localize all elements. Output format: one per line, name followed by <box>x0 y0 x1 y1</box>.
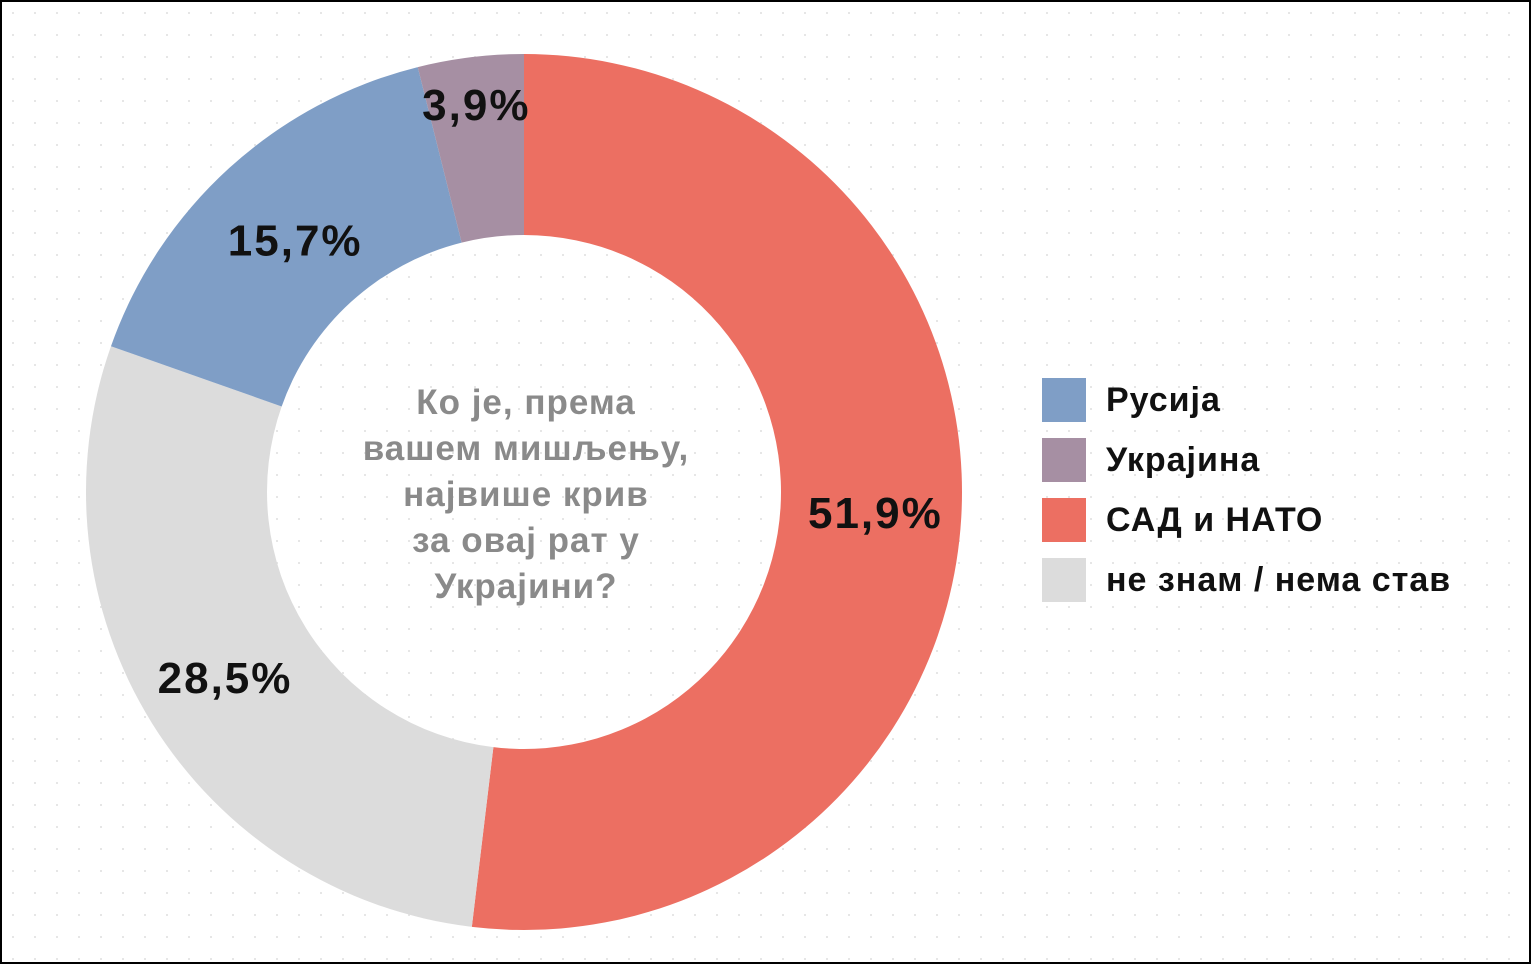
legend-label: Украјина <box>1106 440 1261 479</box>
slice-ukraine <box>417 54 524 243</box>
data-label-russia: 15,7% <box>228 217 363 266</box>
legend-swatch <box>1042 438 1086 482</box>
slice-russia <box>110 67 462 407</box>
legend-item-usa-nato: САД и НАТО <box>1042 498 1451 542</box>
legend-swatch <box>1042 558 1086 602</box>
slice-usa-nato <box>471 54 963 931</box>
legend-swatch <box>1042 498 1086 542</box>
legend-item-russia: Русија <box>1042 378 1451 422</box>
chart-title: Ко је, према вашем мишљењу, највише крив… <box>320 380 732 610</box>
legend-label: не знам / нема став <box>1106 560 1452 599</box>
legend-label: САД и НАТО <box>1106 500 1324 539</box>
legend-item-ukraine: Украјина <box>1042 438 1451 482</box>
data-label-ukraine: 3,9% <box>422 81 530 130</box>
chart-title-line: вашем мишљењу, <box>362 429 690 468</box>
data-label-usa-nato: 51,9% <box>808 489 943 538</box>
legend-item-dont-know: не знам / нема став <box>1042 558 1451 602</box>
chart-title-line: највише крив <box>403 475 649 514</box>
legend: Русија Украјина САД и НАТО не знам / нем… <box>1042 378 1451 618</box>
data-label-dont-know: 28,5% <box>158 654 293 703</box>
chart-title-line: Ко је, према <box>416 383 636 422</box>
legend-swatch <box>1042 378 1086 422</box>
slice-dont-know <box>86 346 494 927</box>
legend-label: Русија <box>1106 380 1221 419</box>
chart-title-line: Украјини? <box>434 567 618 606</box>
chart-title-line: за овај рат у <box>412 521 640 560</box>
